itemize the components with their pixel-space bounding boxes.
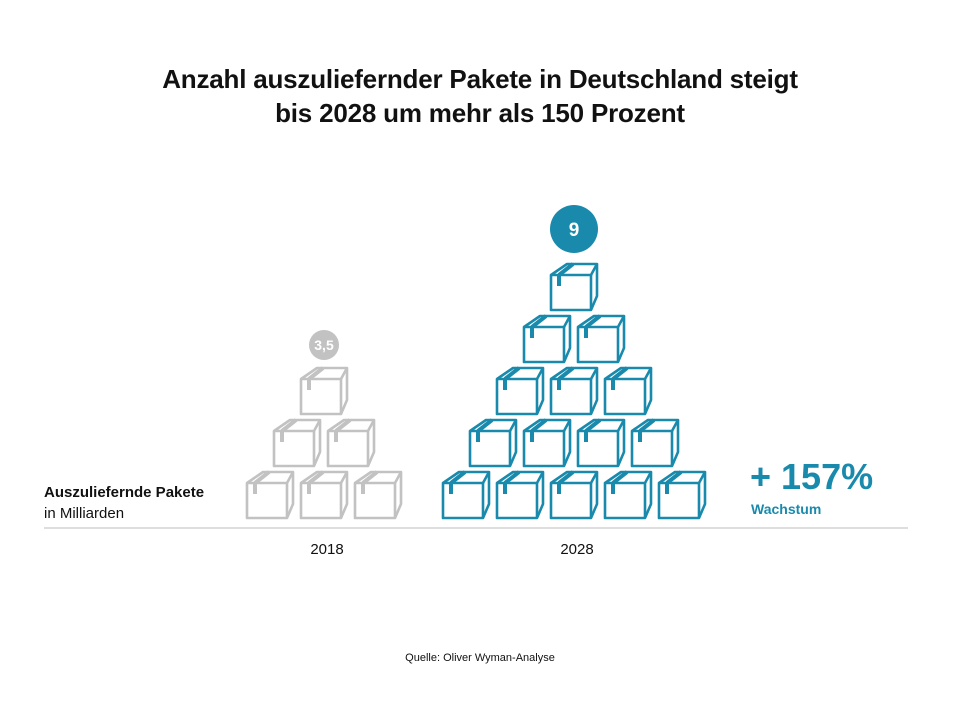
y-axis-unit: in Milliarden xyxy=(44,505,125,522)
package-box-icon xyxy=(630,418,680,468)
package-box-icon xyxy=(603,366,653,416)
chart-title-line-1: Anzahl auszuliefernder Pakete in Deutsch… xyxy=(162,64,798,94)
package-box-icon xyxy=(549,262,599,312)
growth-percentage: + 157% xyxy=(750,456,874,497)
package-box-icon xyxy=(326,418,376,468)
y-axis-label: Auszuliefernde Pakete xyxy=(44,484,205,501)
package-box-icon xyxy=(522,418,572,468)
chart-title: Anzahl auszuliefernder Pakete in Deutsch… xyxy=(0,62,960,130)
package-box-icon xyxy=(441,470,491,520)
package-box-icon xyxy=(272,418,322,468)
package-box-icon xyxy=(576,314,626,364)
package-box-icon xyxy=(495,366,545,416)
source-note: Quelle: Oliver Wyman-Analyse xyxy=(405,652,555,664)
x-tick-label: 2028 xyxy=(560,541,593,558)
package-box-icon xyxy=(245,470,295,520)
package-box-icon xyxy=(657,470,707,520)
x-tick-label: 2018 xyxy=(310,541,343,558)
growth-label: Wachstum xyxy=(751,501,822,517)
package-box-icon xyxy=(549,470,599,520)
package-box-icon xyxy=(468,418,518,468)
package-box-icon xyxy=(522,314,572,364)
package-box-icon xyxy=(299,366,349,416)
data-label: 3,5 xyxy=(314,337,334,353)
value-badge xyxy=(550,205,598,253)
package-box-icon xyxy=(299,470,349,520)
chart-title-line-2: bis 2028 um mehr als 150 Prozent xyxy=(275,98,685,128)
data-label: 9 xyxy=(569,220,580,241)
package-box-icon xyxy=(495,470,545,520)
package-box-icon xyxy=(576,418,626,468)
package-box-icon xyxy=(603,470,653,520)
package-box-icon xyxy=(353,470,403,520)
package-box-icon xyxy=(549,366,599,416)
value-badge xyxy=(309,330,339,360)
